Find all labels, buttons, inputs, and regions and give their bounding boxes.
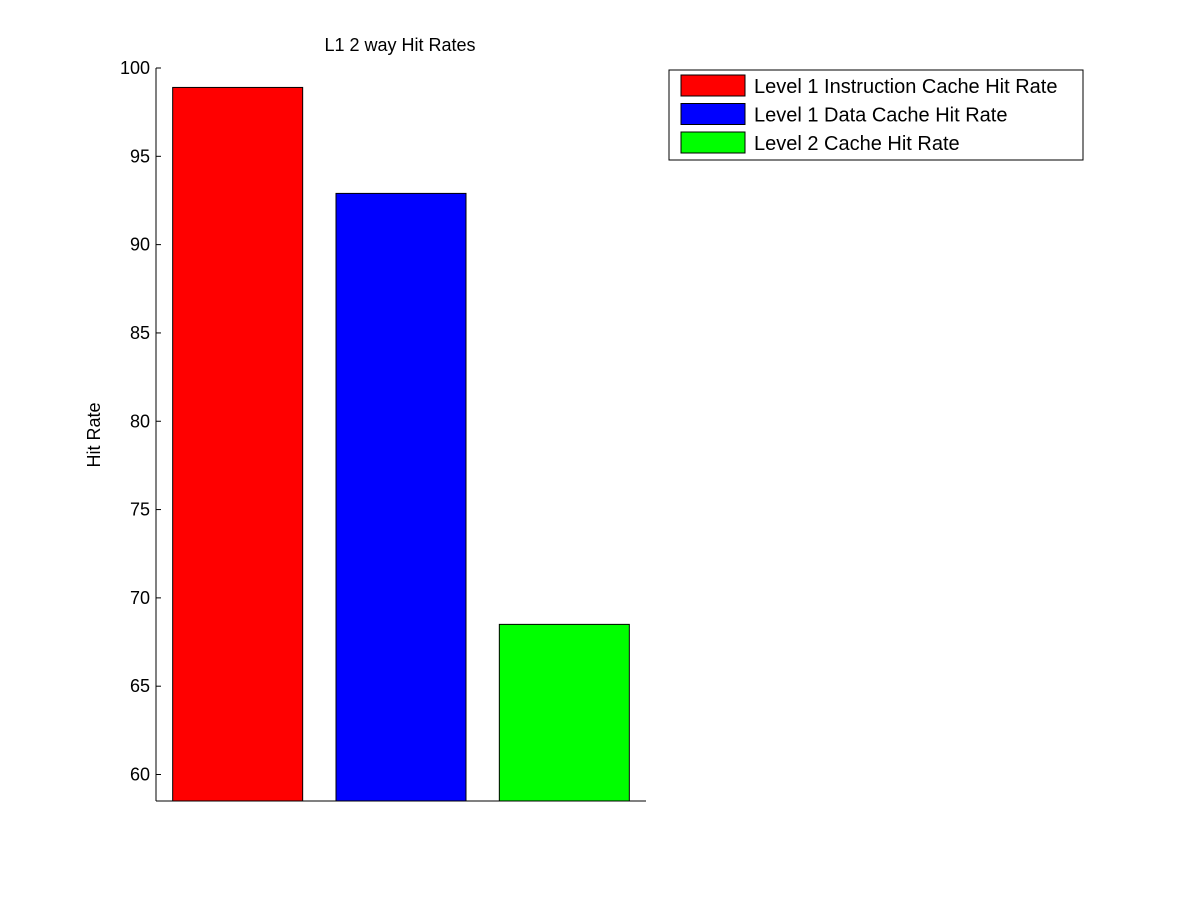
y-axis-label: Hit Rate [84,402,104,467]
y-tick-label: 75 [130,500,150,520]
y-tick-label: 60 [130,765,150,785]
legend-label-2: Level 1 Data Cache Hit Rate [754,105,1007,127]
y-tick-label: 100 [120,58,150,78]
y-axis: 60 65 70 75 80 85 90 95 100 [120,58,646,802]
y-tick-label: 80 [130,411,150,431]
legend: Level 1 Instruction Cache Hit Rate Level … [668,69,1084,161]
y-tick-label: 85 [130,323,150,343]
chart-title: L1 2 way Hit Rates [324,35,475,55]
bars-group [172,86,630,802]
legend-label-3: Level 2 Cache Hit Rate [754,133,960,155]
legend-swatch-1 [680,74,746,97]
y-tick-label: 90 [130,235,150,255]
legend-swatch-2 [680,103,746,125]
bar-3 [498,623,630,802]
y-tick-label: 70 [130,588,150,608]
y-tick-label: 65 [130,676,150,696]
y-tick-label: 95 [130,146,150,166]
bar-1 [172,86,304,802]
bar-2 [335,192,467,802]
legend-label-1: Level 1 Instruction Cache Hit Rate [754,76,1058,98]
legend-swatch-3 [680,131,746,154]
